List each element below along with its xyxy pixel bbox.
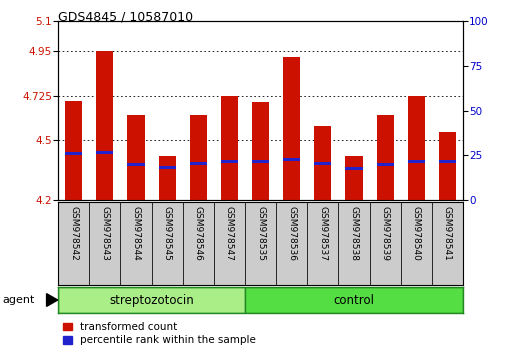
Bar (376, 163, 393, 166)
Bar (152, 202, 182, 285)
Bar (89, 202, 120, 285)
Bar (400, 202, 431, 285)
Bar (251, 160, 269, 163)
Text: GSM978546: GSM978546 (193, 206, 203, 261)
Bar (221, 160, 237, 163)
Bar (127, 115, 144, 200)
Bar (96, 51, 113, 200)
Bar (307, 202, 338, 285)
Bar (276, 202, 307, 285)
Text: GSM978537: GSM978537 (318, 206, 327, 261)
Bar (65, 101, 82, 200)
Text: GSM978535: GSM978535 (256, 206, 265, 261)
Text: GSM978540: GSM978540 (411, 206, 420, 261)
Bar (345, 167, 362, 170)
Bar (338, 202, 369, 285)
Bar (251, 102, 269, 200)
Bar (214, 202, 244, 285)
Text: streptozotocin: streptozotocin (109, 293, 193, 307)
Bar (314, 162, 331, 165)
Bar (244, 287, 462, 313)
Bar (407, 96, 424, 200)
Bar (58, 287, 244, 313)
Text: GSM978539: GSM978539 (380, 206, 389, 261)
Bar (120, 202, 152, 285)
Bar (283, 158, 299, 161)
Text: GSM978547: GSM978547 (225, 206, 233, 261)
Bar (244, 202, 276, 285)
Bar (283, 57, 299, 200)
Text: control: control (333, 293, 374, 307)
Bar (158, 166, 175, 169)
Bar (431, 202, 462, 285)
Text: GSM978545: GSM978545 (162, 206, 171, 261)
Bar (407, 160, 424, 163)
Bar (189, 162, 207, 165)
Bar (65, 152, 82, 155)
Legend: transformed count, percentile rank within the sample: transformed count, percentile rank withi… (63, 322, 256, 345)
Bar (438, 132, 455, 200)
Bar (314, 126, 331, 200)
Bar (158, 156, 175, 200)
Bar (438, 160, 455, 163)
Bar (376, 115, 393, 200)
Bar (345, 156, 362, 200)
Polygon shape (46, 294, 58, 306)
Bar (127, 163, 144, 166)
Text: GSM978542: GSM978542 (69, 206, 78, 261)
Text: GSM978543: GSM978543 (100, 206, 109, 261)
Text: GSM978541: GSM978541 (442, 206, 451, 261)
Bar (189, 115, 207, 200)
Bar (369, 202, 400, 285)
Bar (221, 96, 237, 200)
Bar (96, 151, 113, 154)
Text: GDS4845 / 10587010: GDS4845 / 10587010 (58, 11, 193, 24)
Text: GSM978544: GSM978544 (131, 206, 140, 261)
Text: GSM978538: GSM978538 (349, 206, 358, 261)
Text: GSM978536: GSM978536 (287, 206, 295, 261)
Text: agent: agent (3, 295, 35, 305)
Bar (58, 202, 89, 285)
Bar (182, 202, 214, 285)
